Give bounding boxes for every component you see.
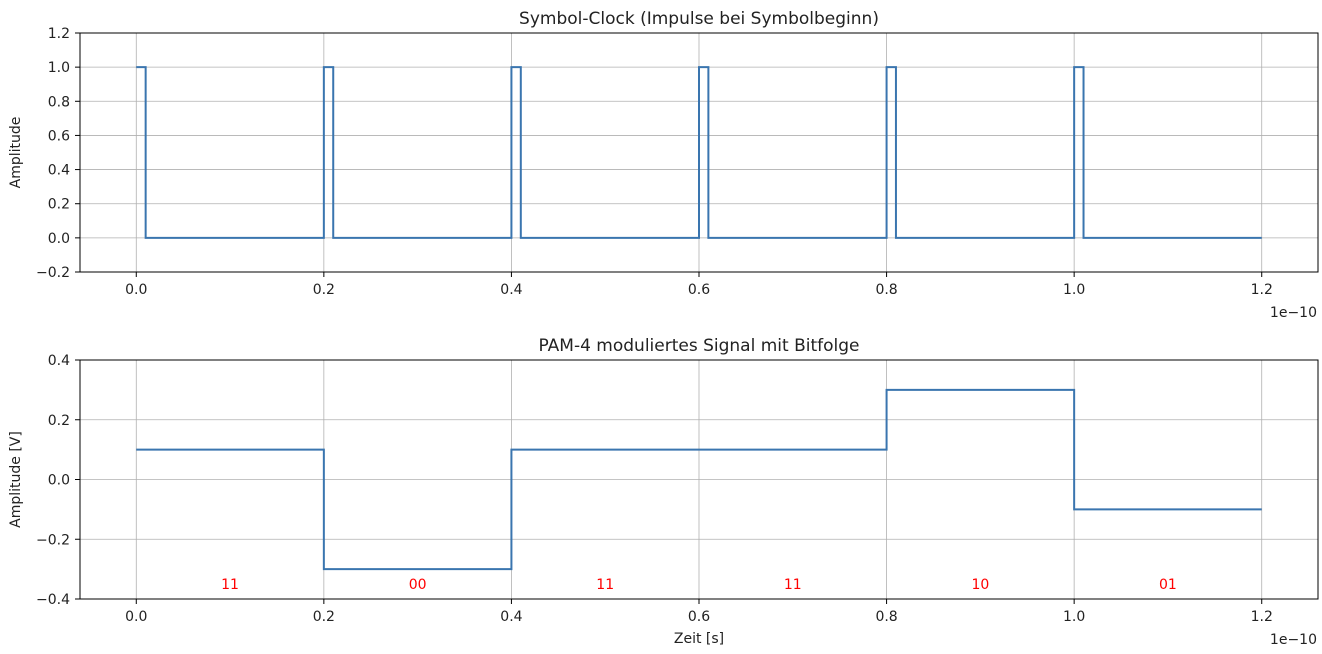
clock-xtick-label-5: 1.0 [1063, 282, 1085, 298]
pam4-xtick-label-0: 0.0 [125, 609, 147, 625]
clock-xtick-label-0: 0.0 [125, 282, 147, 298]
pam4-bit-label-5: 01 [1159, 577, 1177, 593]
clock-ytick-label-6: 1.0 [48, 60, 70, 76]
pam4-ytick-label-4: 0.4 [48, 353, 70, 369]
pam4-xtick-label-5: 1.0 [1063, 609, 1085, 625]
clock-xtick-label-6: 1.2 [1251, 282, 1273, 298]
pam4-series-line-0 [136, 388, 1262, 571]
clock-x-offset-label: 1e−10 [1270, 305, 1317, 321]
clock-ytick-label-4: 0.6 [48, 128, 70, 144]
pam4-x-axis-label: Zeit [s] [674, 631, 724, 647]
pam4-xtick-label-3: 0.6 [688, 609, 710, 625]
pam4-xtick-label-1: 0.2 [313, 609, 335, 625]
pam4-x-offset-label: 1e−10 [1270, 632, 1317, 648]
pam4-ytick-label-1: −0.2 [36, 532, 70, 548]
clock-ytick-label-3: 0.4 [48, 163, 70, 179]
clock-xtick-label-1: 0.2 [313, 282, 335, 298]
clock-ytick-label-5: 0.8 [48, 94, 70, 110]
pam4-bit-label-3: 11 [784, 577, 802, 593]
pam4-ytick-label-0: −0.4 [36, 592, 70, 608]
clock-xtick-label-4: 0.8 [875, 282, 897, 298]
clock-ytick-label-0: −0.2 [36, 265, 70, 281]
pam4-bit-label-2: 11 [596, 577, 614, 593]
clock-ytick-label-7: 1.2 [48, 26, 70, 42]
pam4-ytick-label-3: 0.2 [48, 413, 70, 429]
pam4-chart: 0.0 0.2 0.4 0.6 0.8 1.0 1.2 −0.4 −0.2 0.0 0.2 0.4 PA… [8, 336, 1319, 648]
pam4-chart-title: PAM-4 moduliertes Signal mit Bitfolge [538, 336, 859, 356]
pam4-bit-label-4: 10 [971, 577, 989, 593]
clock-y-axis-label: Amplitude [8, 117, 24, 189]
pam4-bit-label-0: 11 [221, 577, 239, 593]
clock-series-line-0 [136, 66, 1262, 239]
clock-xtick-label-3: 0.6 [688, 282, 710, 298]
pam4-y-axis-label: Amplitude [V] [8, 431, 24, 528]
clock-ytick-label-2: 0.2 [48, 197, 70, 213]
pam4-bit-label-1: 00 [409, 577, 427, 593]
clock-ytick-label-1: 0.0 [48, 231, 70, 247]
clock-chart: 0.0 0.2 0.4 0.6 0.8 1.0 1.2 −0.2 0.0 0.2 0.4 0.6 0.8… [8, 9, 1319, 321]
clock-xtick-label-2: 0.4 [500, 282, 522, 298]
pam4-xtick-label-4: 0.8 [875, 609, 897, 625]
clock-chart-title: Symbol-Clock (Impulse bei Symbolbeginn) [519, 9, 879, 29]
pam4-xtick-label-2: 0.4 [500, 609, 522, 625]
pam4-ytick-label-2: 0.0 [48, 473, 70, 489]
pam4-xtick-label-6: 1.2 [1251, 609, 1273, 625]
